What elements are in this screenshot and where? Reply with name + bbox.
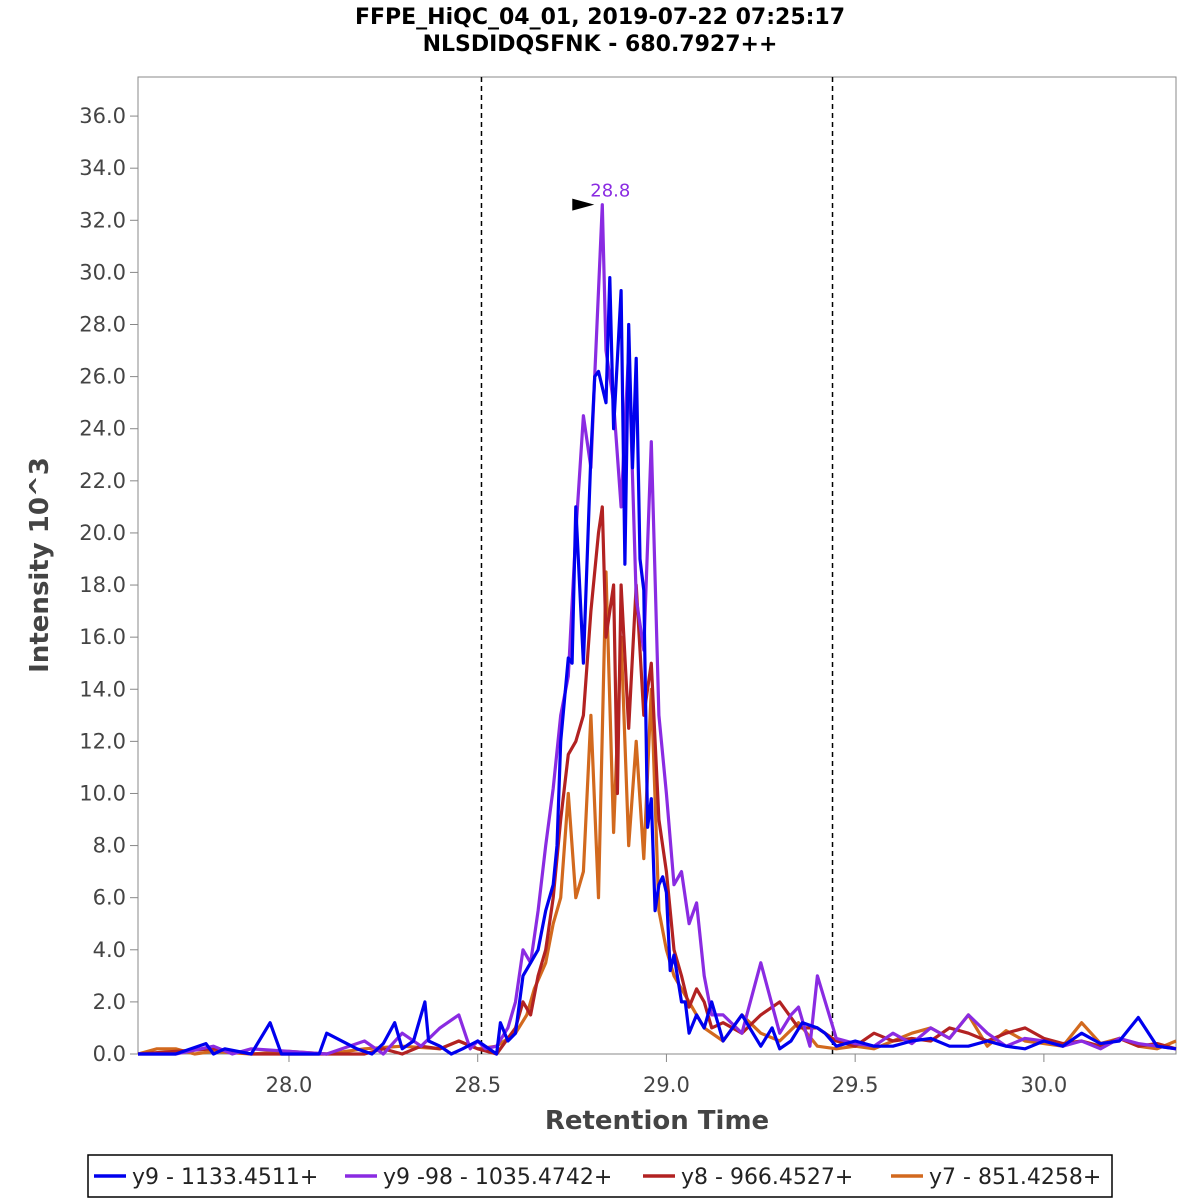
peak-label: 28.8 <box>590 181 630 202</box>
chart-subtitle: NLSDIDQSFNK - 680.7927++ <box>423 32 778 57</box>
x-tick-label: 28.5 <box>454 1073 501 1097</box>
y-tick-label: 2.0 <box>93 990 126 1014</box>
x-tick-label: 30.0 <box>1021 1073 1068 1097</box>
y-tick-label: 26.0 <box>79 365 126 389</box>
x-axis-ticks: 28.0 28.5 29.0 29.5 30.0 <box>266 1054 1068 1097</box>
legend-box <box>87 1154 1113 1198</box>
y-tick-label: 8.0 <box>93 834 126 858</box>
y-tick-label: 0.0 <box>93 1042 126 1066</box>
y-tick-label: 22.0 <box>79 469 126 493</box>
y-tick-label: 16.0 <box>79 625 126 649</box>
y-axis-label: Intensity 10^3 <box>25 457 55 673</box>
y-tick-label: 20.0 <box>79 521 126 545</box>
y-tick-label: 32.0 <box>79 208 126 232</box>
legend-label-2: y8 - 966.4527+ <box>681 1165 853 1190</box>
chart-title: FFPE_HiQC_04_01, 2019-07-22 07:25:17 <box>355 5 845 30</box>
y-tick-label: 28.0 <box>79 313 126 337</box>
legend-label-1: y9 -98 - 1035.4742+ <box>383 1165 612 1190</box>
integration-boundaries <box>480 77 834 1054</box>
x-tick-label: 28.0 <box>266 1073 313 1097</box>
peak-arrow-icon <box>572 198 595 211</box>
y-tick-label: 14.0 <box>79 677 126 701</box>
legend-label-0: y9 - 1133.4511+ <box>132 1165 318 1190</box>
y-axis-ticks: 0.0 2.0 4.0 6.0 8.0 10.0 12.0 14.0 16.0 18.0 20.0 2… <box>79 104 138 1066</box>
y-tick-label: 10.0 <box>79 781 126 805</box>
series-line-2 <box>137 505 1177 1056</box>
peak-annotation: 28.8 <box>572 181 630 211</box>
series-line-0 <box>138 276 1177 1056</box>
y-tick-label: 6.0 <box>93 886 126 910</box>
x-tick-label: 29.0 <box>643 1073 690 1097</box>
y-tick-label: 18.0 <box>79 573 126 597</box>
series-layer <box>137 203 1177 1056</box>
y-tick-label: 36.0 <box>79 104 126 128</box>
y-tick-label: 4.0 <box>93 938 126 962</box>
y-tick-label: 24.0 <box>79 417 126 441</box>
x-axis-label: Retention Time <box>545 1106 769 1136</box>
y-tick-label: 34.0 <box>79 156 126 180</box>
legend-label-3: y7 - 851.4258+ <box>929 1165 1101 1190</box>
y-tick-label: 30.0 <box>79 260 126 284</box>
x-tick-label: 29.5 <box>832 1073 879 1097</box>
y-tick-label: 12.0 <box>79 729 126 753</box>
legend: y9 - 1133.4511+ y9 -98 - 1035.4742+ y8 - 9… <box>87 1154 1113 1198</box>
